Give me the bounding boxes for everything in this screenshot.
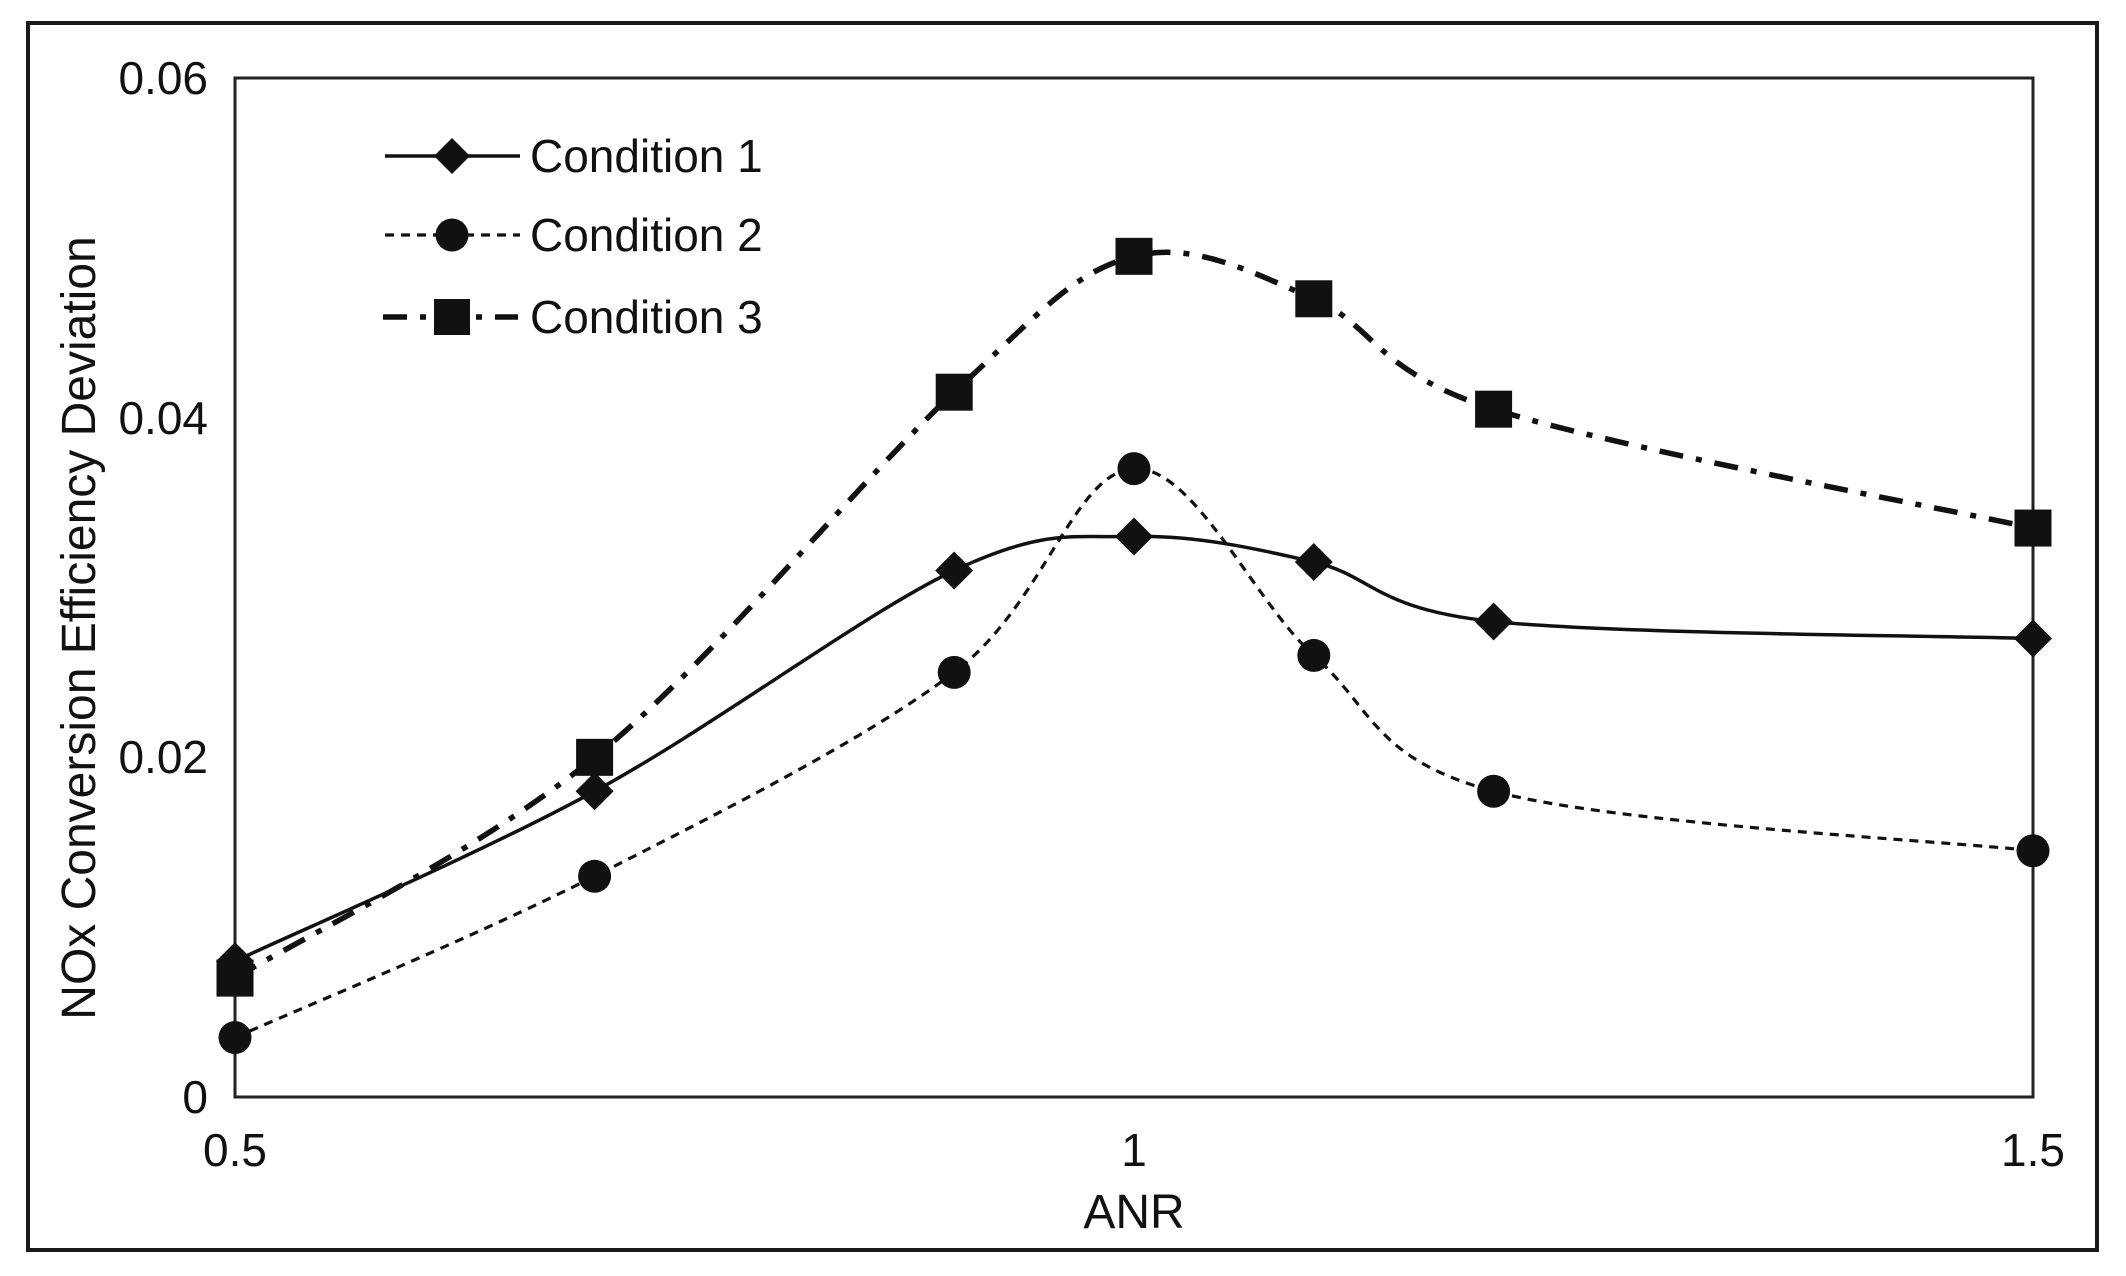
series-layer	[216, 237, 2052, 1055]
diamond-marker-condition-1	[2014, 619, 2052, 658]
square-marker-condition-3	[935, 373, 973, 411]
x-axis-title: ANR	[1083, 1186, 1184, 1239]
diamond-marker-condition-1	[1294, 543, 1333, 582]
series-line-condition-2	[234, 466, 2034, 1040]
series-line-condition-3	[233, 249, 2034, 981]
circle-marker-condition-2	[578, 859, 612, 893]
diamond-marker-condition-1	[935, 551, 974, 590]
square-marker-condition-3	[1295, 280, 1333, 318]
circle-marker-condition-2	[218, 1021, 252, 1055]
circle-marker-condition-2	[1477, 774, 1511, 808]
y-axis-title: NOx Conversion Efficiency Deviation	[53, 236, 106, 1019]
legend-label-condition-2: Condition 2	[530, 209, 763, 261]
circle-marker-condition-2	[1117, 452, 1151, 486]
x-tick-label-05: 0.5	[203, 1124, 267, 1176]
legend-item-condition-2: Condition 2	[385, 209, 763, 261]
square-marker-condition-3	[216, 959, 254, 997]
y-tick-label-004: 0.04	[118, 392, 208, 444]
series-line-condition-1	[234, 534, 2034, 963]
circle-marker-condition-2	[1297, 638, 1331, 672]
diamond-marker-condition-1	[575, 772, 614, 811]
legend: Condition 1 Condition 2 Condition 3	[383, 130, 763, 343]
figure-border	[26, 21, 2099, 1252]
legend-item-condition-1: Condition 1	[385, 130, 763, 182]
legend-item-condition-3: Condition 3	[383, 291, 763, 343]
square-marker-condition-3	[576, 738, 614, 776]
square-marker-condition-3	[1115, 237, 1153, 275]
diamond-marker-condition-1	[1474, 602, 1513, 641]
y-tick-label-002: 0.02	[118, 731, 208, 783]
diamond-marker-condition-1	[1115, 517, 1153, 556]
x-tick-label-1: 1	[1121, 1124, 1147, 1176]
y-axis-tick-labels: 0 0.02 0.04 0.06	[118, 52, 208, 1123]
square-marker-condition-3	[2014, 509, 2052, 547]
legend-circle-icon	[435, 218, 469, 252]
plot-area-border	[233, 76, 2035, 1099]
square-marker-condition-3	[1475, 390, 1513, 428]
circle-marker-condition-2	[2016, 834, 2050, 868]
y-tick-label-0: 0	[182, 1071, 208, 1123]
legend-square-icon	[434, 299, 470, 335]
legend-diamond-icon	[434, 138, 470, 174]
x-tick-label-15: 1.5	[2001, 1124, 2065, 1176]
legend-label-condition-1: Condition 1	[530, 130, 763, 182]
x-axis-tick-labels: 0.5 1 1.5	[203, 1124, 2065, 1176]
y-tick-label-006: 0.06	[118, 52, 208, 104]
legend-label-condition-3: Condition 3	[530, 291, 763, 343]
circle-marker-condition-2	[937, 655, 971, 689]
